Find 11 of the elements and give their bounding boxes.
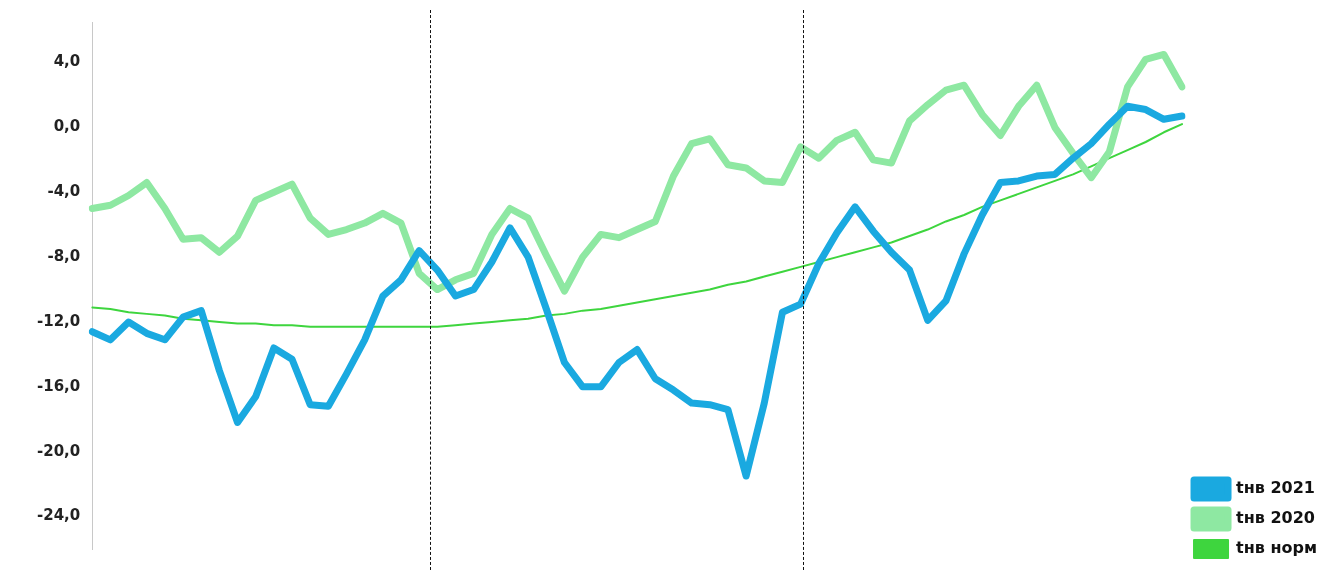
y-tick-label: -16,0 [36,376,81,395]
legend-label: tнв 2020 [1236,508,1315,528]
y-tick-label: 0,0 [53,117,81,136]
legend-label: tнв норм [1236,538,1318,558]
y-tick-label: -8,0 [47,247,81,266]
legend-label: tнв 2021 [1236,478,1315,498]
y-tick-label: -20,0 [36,441,81,460]
y-tick-label: -12,0 [36,311,81,330]
y-tick-label: -4,0 [47,182,81,201]
y-tick-label: 4,0 [53,52,81,71]
y-tick-label: -24,0 [36,506,81,525]
